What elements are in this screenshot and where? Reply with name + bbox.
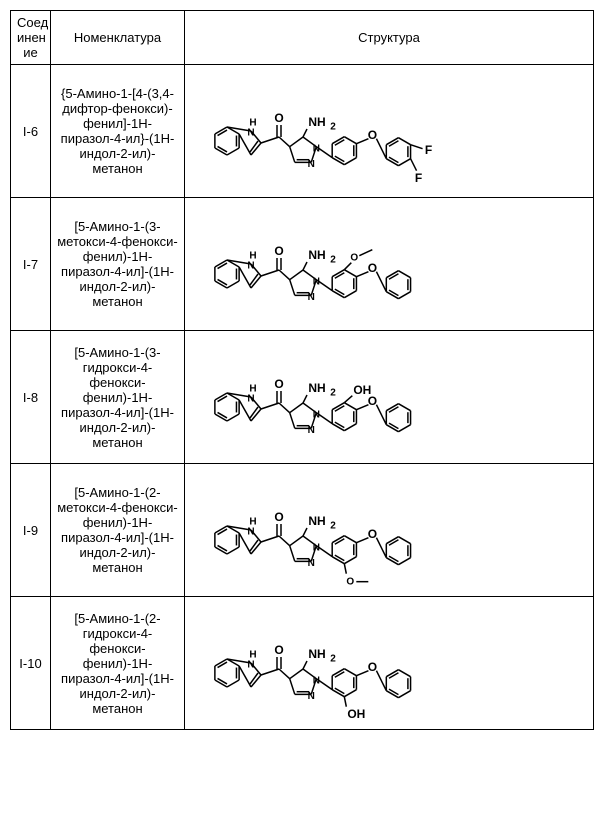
header-struct: Структура — [185, 11, 594, 65]
svg-text:N: N — [308, 425, 315, 436]
compound-name: [5-Амино-1-(2-метокси-4-фенокси-фенил)-1… — [51, 464, 185, 597]
svg-text:O: O — [368, 660, 377, 674]
svg-text:2: 2 — [330, 521, 336, 532]
svg-text:O: O — [274, 643, 283, 657]
svg-text:N: N — [308, 691, 315, 702]
svg-text:N: N — [247, 527, 254, 538]
compound-structure: HNONNNH2OOH — [185, 331, 594, 464]
svg-text:F: F — [415, 171, 422, 185]
svg-text:2: 2 — [330, 388, 336, 399]
svg-text:2: 2 — [330, 122, 336, 133]
svg-text:N: N — [308, 558, 315, 569]
svg-text:O: O — [274, 244, 283, 258]
header-row: Соед инен ие Номенклатура Структура — [11, 11, 594, 65]
svg-text:NH: NH — [308, 381, 325, 395]
svg-text:O: O — [274, 111, 283, 125]
compound-name: [5-Амино-1-(2-гидрокси-4-фенокси-фенил)-… — [51, 597, 185, 730]
svg-text:O: O — [274, 377, 283, 391]
svg-text:N: N — [247, 261, 254, 272]
table-row: I-9[5-Амино-1-(2-метокси-4-фенокси-фенил… — [11, 464, 594, 597]
compound-structure: HNONNNH2OFF — [185, 65, 594, 198]
svg-text:O: O — [368, 261, 377, 275]
compound-id: I-10 — [11, 597, 51, 730]
svg-text:2: 2 — [330, 255, 336, 266]
table-row: I-6{5-Амино-1-[4-(3,4-дифтор-фенокси)-фе… — [11, 65, 594, 198]
compound-id: I-6 — [11, 65, 51, 198]
svg-text:NH: NH — [308, 115, 325, 129]
table-row: I-7[5-Амино-1-(3-метокси-4-фенокси-фенил… — [11, 198, 594, 331]
svg-text:O: O — [350, 252, 358, 263]
compound-structure: HNONNNH2OOH — [185, 597, 594, 730]
svg-text:O: O — [346, 576, 354, 587]
svg-text:NH: NH — [308, 514, 325, 528]
svg-text:N: N — [247, 128, 254, 139]
compound-id: I-8 — [11, 331, 51, 464]
svg-text:OH: OH — [353, 383, 371, 397]
svg-text:O: O — [368, 128, 377, 142]
svg-text:N: N — [308, 159, 315, 170]
svg-text:N: N — [247, 394, 254, 405]
svg-text:O: O — [368, 527, 377, 541]
svg-text:N: N — [308, 292, 315, 303]
compound-name: {5-Амино-1-[4-(3,4-дифтор-фенокси)-фенил… — [51, 65, 185, 198]
svg-text:F: F — [425, 143, 432, 157]
compound-name: [5-Амино-1-(3-гидрокси-4-фенокси-фенил)-… — [51, 331, 185, 464]
compound-id: I-7 — [11, 198, 51, 331]
compound-table: Соед инен ие Номенклатура Структура I-6{… — [10, 10, 594, 730]
compound-structure: HNONNNH2OO — [185, 464, 594, 597]
header-name: Номенклатура — [51, 11, 185, 65]
svg-text:2: 2 — [330, 654, 336, 665]
table-row: I-8[5-Амино-1-(3-гидрокси-4-фенокси-фени… — [11, 331, 594, 464]
svg-text:N: N — [247, 660, 254, 671]
svg-text:NH: NH — [308, 647, 325, 661]
header-id: Соед инен ие — [11, 11, 51, 65]
svg-text:OH: OH — [347, 707, 365, 721]
compound-id: I-9 — [11, 464, 51, 597]
compound-name: [5-Амино-1-(3-метокси-4-фенокси-фенил)-1… — [51, 198, 185, 331]
compound-structure: HNONNNH2OO — [185, 198, 594, 331]
table-row: I-10[5-Амино-1-(2-гидрокси-4-фенокси-фен… — [11, 597, 594, 730]
svg-text:O: O — [274, 510, 283, 524]
svg-text:NH: NH — [308, 248, 325, 262]
